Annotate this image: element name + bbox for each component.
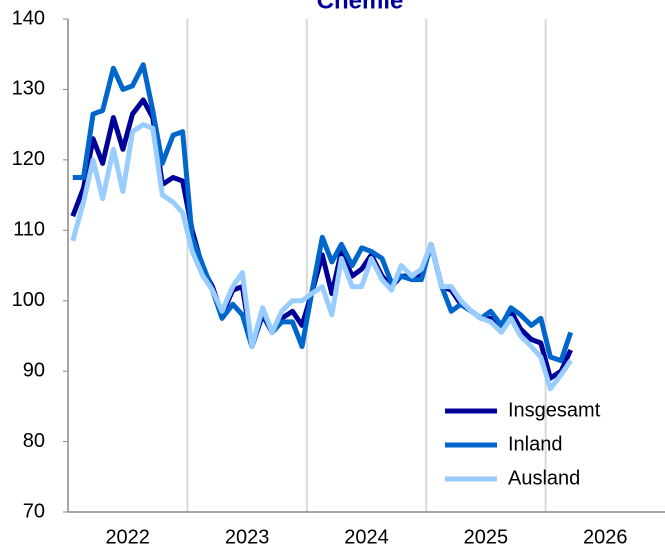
y-tick-label: 120 xyxy=(12,148,45,170)
x-tick-label: 2024 xyxy=(344,526,389,548)
chart-title: Chemie xyxy=(317,0,404,14)
legend-label: Ausland xyxy=(508,467,580,489)
y-tick-label: 80 xyxy=(23,430,45,452)
y-tick-label: 110 xyxy=(13,219,45,241)
y-tick-label: 130 xyxy=(12,78,45,100)
x-tick-label: 2023 xyxy=(225,526,270,548)
y-tick-label: 100 xyxy=(12,289,45,311)
x-tick-label: 2025 xyxy=(464,526,509,548)
line xyxy=(72,62,574,364)
line xyxy=(70,122,573,392)
y-tick-label: 140 xyxy=(12,7,45,29)
x-tick-label: 2026 xyxy=(583,526,628,548)
y-tick-label: 90 xyxy=(23,359,45,381)
x-tick-label: 2022 xyxy=(105,526,150,548)
legend-label: Inland xyxy=(508,433,563,455)
y-tick-label: 70 xyxy=(23,500,45,522)
legend-label: Insgesamt xyxy=(508,399,601,421)
